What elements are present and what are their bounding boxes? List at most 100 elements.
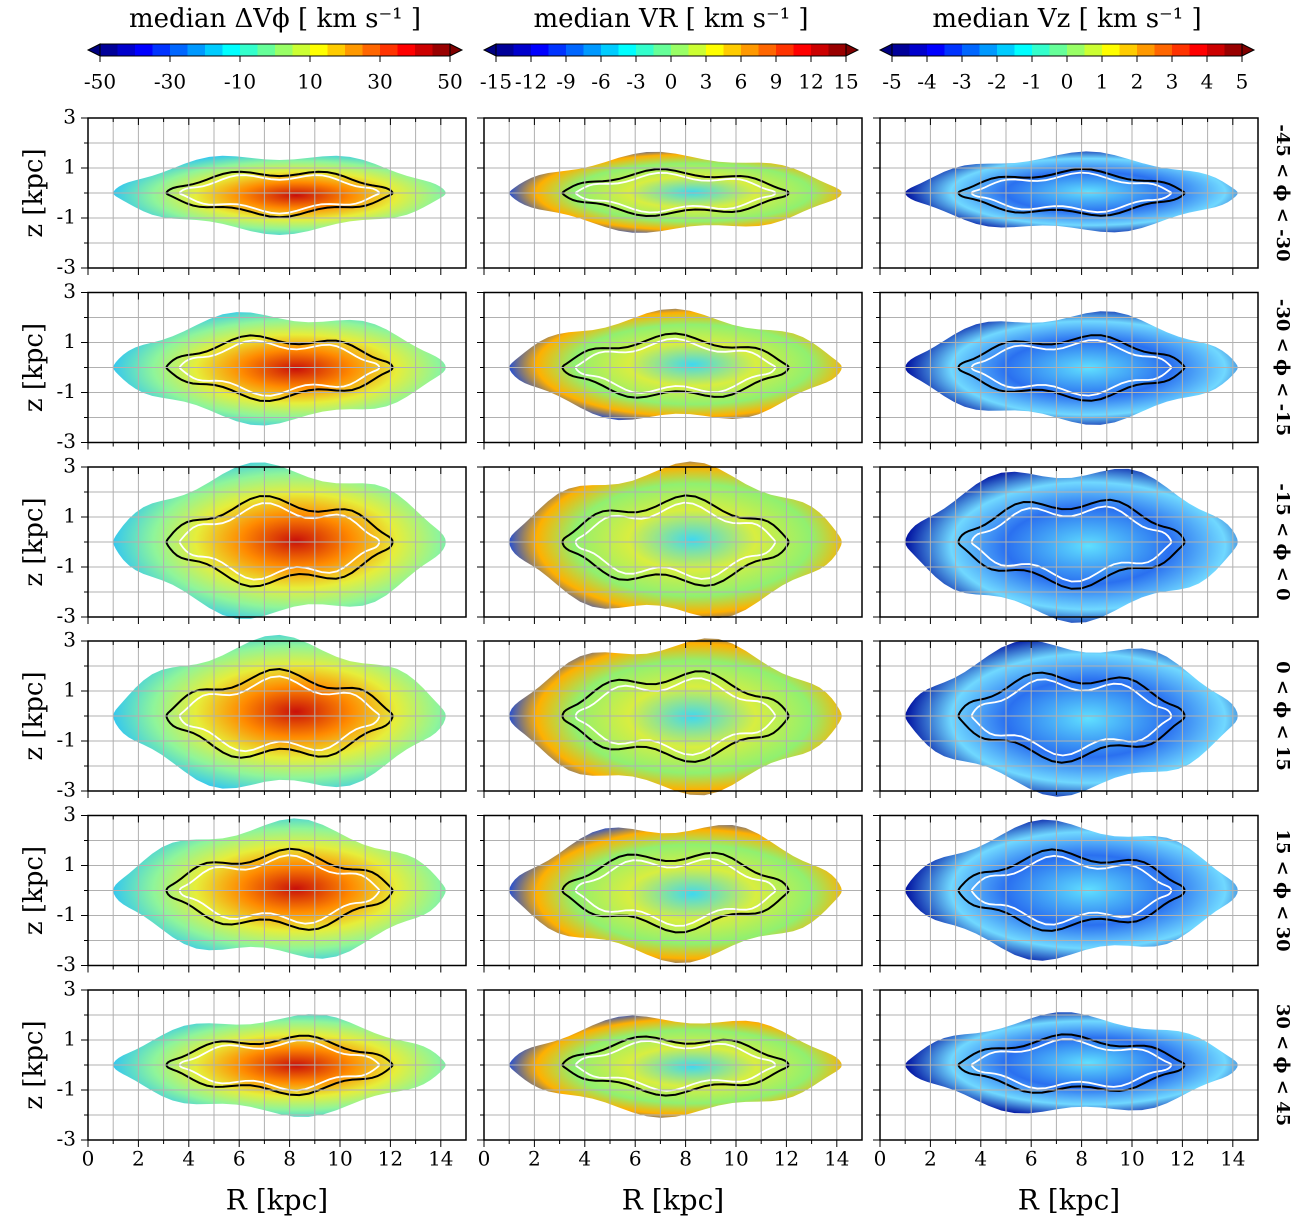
map-region — [905, 1012, 1238, 1114]
colorbar-segment — [1154, 44, 1173, 56]
colorbar-segment — [671, 44, 689, 56]
map-region — [509, 638, 842, 796]
colorbar-extend-low — [86, 43, 101, 57]
colorbar-title: median VR [ km s⁻¹ ] — [533, 4, 808, 34]
y-tick-label: 3 — [63, 105, 76, 129]
y-tick-label: -3 — [57, 255, 76, 279]
x-tick-label: 12 — [774, 1147, 799, 1171]
colorbar-tick-label: 10 — [297, 70, 322, 94]
x-tick-label: 2 — [924, 1147, 937, 1171]
x-tick-label: 6 — [1025, 1147, 1038, 1171]
colorbar-extend-high — [845, 43, 860, 57]
x-tick-label: 10 — [327, 1147, 352, 1171]
colorbar-tick-label: -1 — [1022, 70, 1041, 94]
colorbar-segment — [944, 44, 963, 56]
colorbar-segment — [979, 44, 998, 56]
colorbar-segment — [909, 44, 928, 56]
colorbar-segment — [793, 44, 812, 56]
x-tick-label: 12 — [378, 1147, 403, 1171]
map-region — [509, 825, 842, 963]
y-axis-label: z [kpc] — [19, 497, 49, 586]
colorbar-segment — [1172, 44, 1190, 56]
colorbar-segment — [513, 44, 532, 56]
colorbar-segment — [566, 44, 584, 56]
colorbar-segment — [310, 44, 328, 56]
x-tick-label: 4 — [182, 1147, 195, 1171]
y-tick-label: 3 — [63, 454, 76, 478]
colorbar-tick-label: -6 — [591, 70, 610, 94]
colorbar-tick-label: -3 — [626, 70, 645, 94]
colorbar-extend-high — [1241, 43, 1256, 57]
map-region — [509, 1015, 842, 1118]
y-tick-label: -3 — [57, 604, 76, 628]
y-tick-label: -1 — [57, 554, 76, 578]
map-region — [113, 312, 446, 426]
y-tick-label: -3 — [57, 429, 76, 453]
y-tick-label: 3 — [63, 802, 76, 826]
x-tick-label: 12 — [1170, 1147, 1195, 1171]
colorbar-segment — [531, 44, 549, 56]
colorbar-extend-high — [449, 43, 464, 57]
y-axis-label: z [kpc] — [19, 323, 49, 412]
row-label: -45 < ϕ < -30 — [1272, 124, 1293, 261]
colorbar-segment — [776, 44, 794, 56]
y-tick-label: -3 — [57, 952, 76, 976]
y-tick-label: 1 — [63, 504, 76, 528]
x-tick-label: 10 — [1119, 1147, 1144, 1171]
colorbar-tick-label: 12 — [798, 70, 823, 94]
y-tick-label: -1 — [57, 205, 76, 229]
colorbar-segment — [601, 44, 619, 56]
colorbar-segment — [1119, 44, 1138, 56]
colorbar-segment — [415, 44, 433, 56]
colorbar-segment — [222, 44, 241, 56]
colorbar-tick-label: 30 — [367, 70, 392, 94]
colorbar-extend-low — [482, 43, 497, 57]
colorbar-segment — [187, 44, 206, 56]
colorbar-segment — [1014, 44, 1033, 56]
y-tick-label: -1 — [57, 379, 76, 403]
colorbar-segment — [362, 44, 381, 56]
x-axis-label: R [kpc] — [622, 1184, 724, 1217]
x-tick-label: 6 — [233, 1147, 246, 1171]
colorbar-tick-label: 6 — [735, 70, 748, 94]
colorbar-segment — [618, 44, 637, 56]
x-tick-label: 2 — [132, 1147, 145, 1171]
colorbar-segment — [892, 44, 910, 56]
colorbar-tick-label: 2 — [1131, 70, 1144, 94]
map-region — [113, 462, 446, 619]
x-tick-label: 14 — [1220, 1147, 1245, 1171]
x-tick-label: 4 — [974, 1147, 987, 1171]
colorbar-segment — [1102, 44, 1120, 56]
x-tick-label: 14 — [824, 1147, 849, 1171]
colorbar-tick-label: -10 — [224, 70, 256, 94]
y-tick-label: 1 — [63, 329, 76, 353]
map-region — [509, 151, 842, 233]
y-axis-label: z [kpc] — [19, 671, 49, 760]
colorbar-segment — [1137, 44, 1155, 56]
row-label: 15 < ϕ < 30 — [1272, 829, 1293, 951]
colorbar-extend-low — [878, 43, 893, 57]
row-label: -30 < ϕ < -15 — [1272, 299, 1293, 436]
colorbar-segment — [706, 44, 724, 56]
y-tick-label: -1 — [57, 902, 76, 926]
colorbar-segment — [327, 44, 346, 56]
row-label: -15 < ϕ < 0 — [1272, 483, 1293, 600]
y-axis-label: z [kpc] — [19, 148, 49, 237]
colorbar-frame — [99, 43, 451, 57]
x-tick-label: 4 — [578, 1147, 591, 1171]
y-tick-label: 1 — [63, 1027, 76, 1051]
colorbar-tick-label: 3 — [1166, 70, 1179, 94]
colorbar-segment — [257, 44, 276, 56]
map-region — [905, 468, 1238, 623]
colorbar-segment — [275, 44, 293, 56]
x-tick-label: 2 — [528, 1147, 541, 1171]
colorbar-segment — [1084, 44, 1103, 56]
colorbar-segment — [205, 44, 223, 56]
y-tick-label: -3 — [57, 778, 76, 802]
colorbar-segment — [1224, 44, 1243, 56]
colorbar-segment — [292, 44, 311, 56]
y-axis-label: z [kpc] — [19, 846, 49, 935]
colorbar-segment — [135, 44, 153, 56]
colorbar-tick-label: -15 — [480, 70, 512, 94]
